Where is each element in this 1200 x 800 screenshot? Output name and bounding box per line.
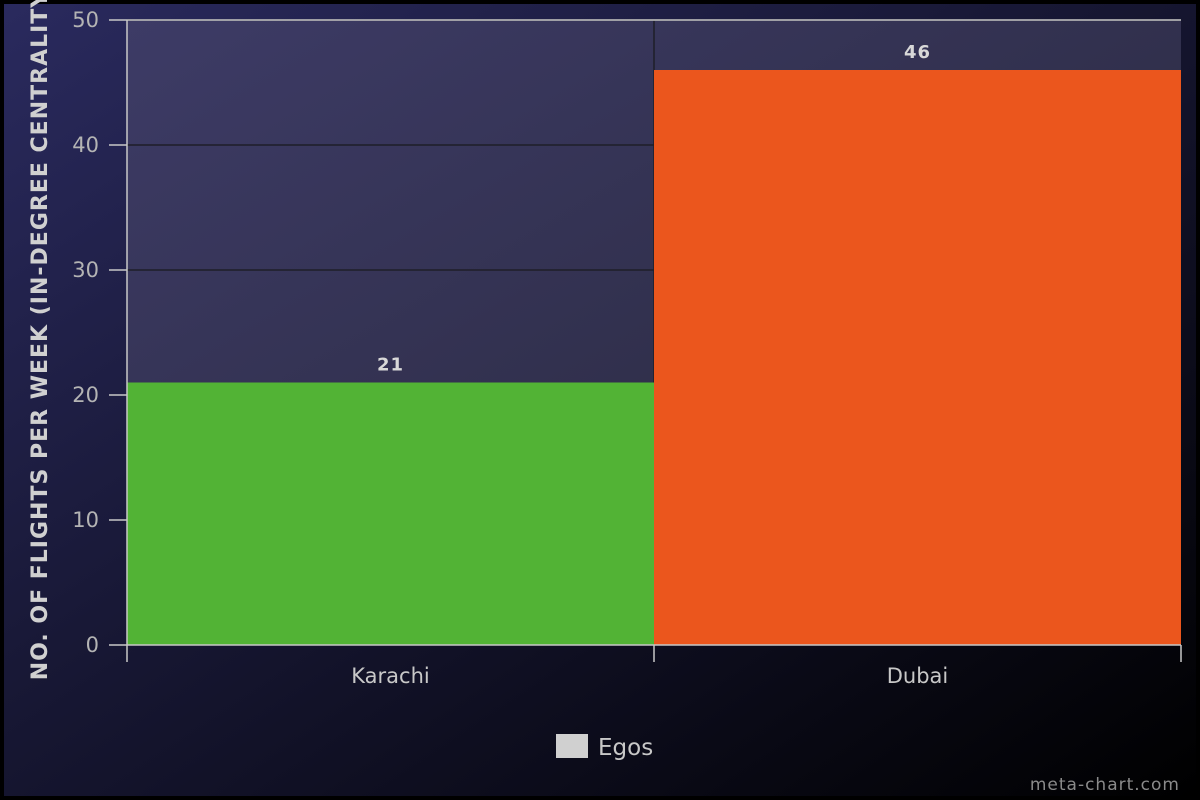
y-tick-label: 0 <box>86 633 99 657</box>
legend-label-egos: Egos <box>598 735 653 761</box>
x-axis-ticks: Karachi Dubai <box>126 645 1182 688</box>
y-axis-ticks: 0 10 20 30 40 50 <box>72 8 127 657</box>
y-tick-label: 30 <box>72 258 99 282</box>
y-axis-label: NO. OF FLIGHTS PER WEEK (IN-DEGREE CENTR… <box>28 0 53 680</box>
bar-karachi <box>127 382 654 645</box>
legend: Egos <box>556 734 653 761</box>
y-tick-label: 50 <box>72 8 99 32</box>
data-labels: 21 46 <box>377 42 931 376</box>
y-tick-label: 20 <box>72 383 99 407</box>
x-tick-label-dubai: Dubai <box>887 664 949 688</box>
data-label-karachi: 21 <box>377 355 404 376</box>
y-tick-label: 10 <box>72 508 99 532</box>
x-tick-label-karachi: Karachi <box>351 664 429 688</box>
y-tick-label: 40 <box>72 133 99 157</box>
legend-swatch-egos <box>556 734 588 758</box>
credit-text: meta-chart.com <box>1030 775 1180 795</box>
data-label-dubai: 46 <box>904 42 931 63</box>
bar-dubai <box>654 70 1181 645</box>
bars <box>127 70 1181 645</box>
